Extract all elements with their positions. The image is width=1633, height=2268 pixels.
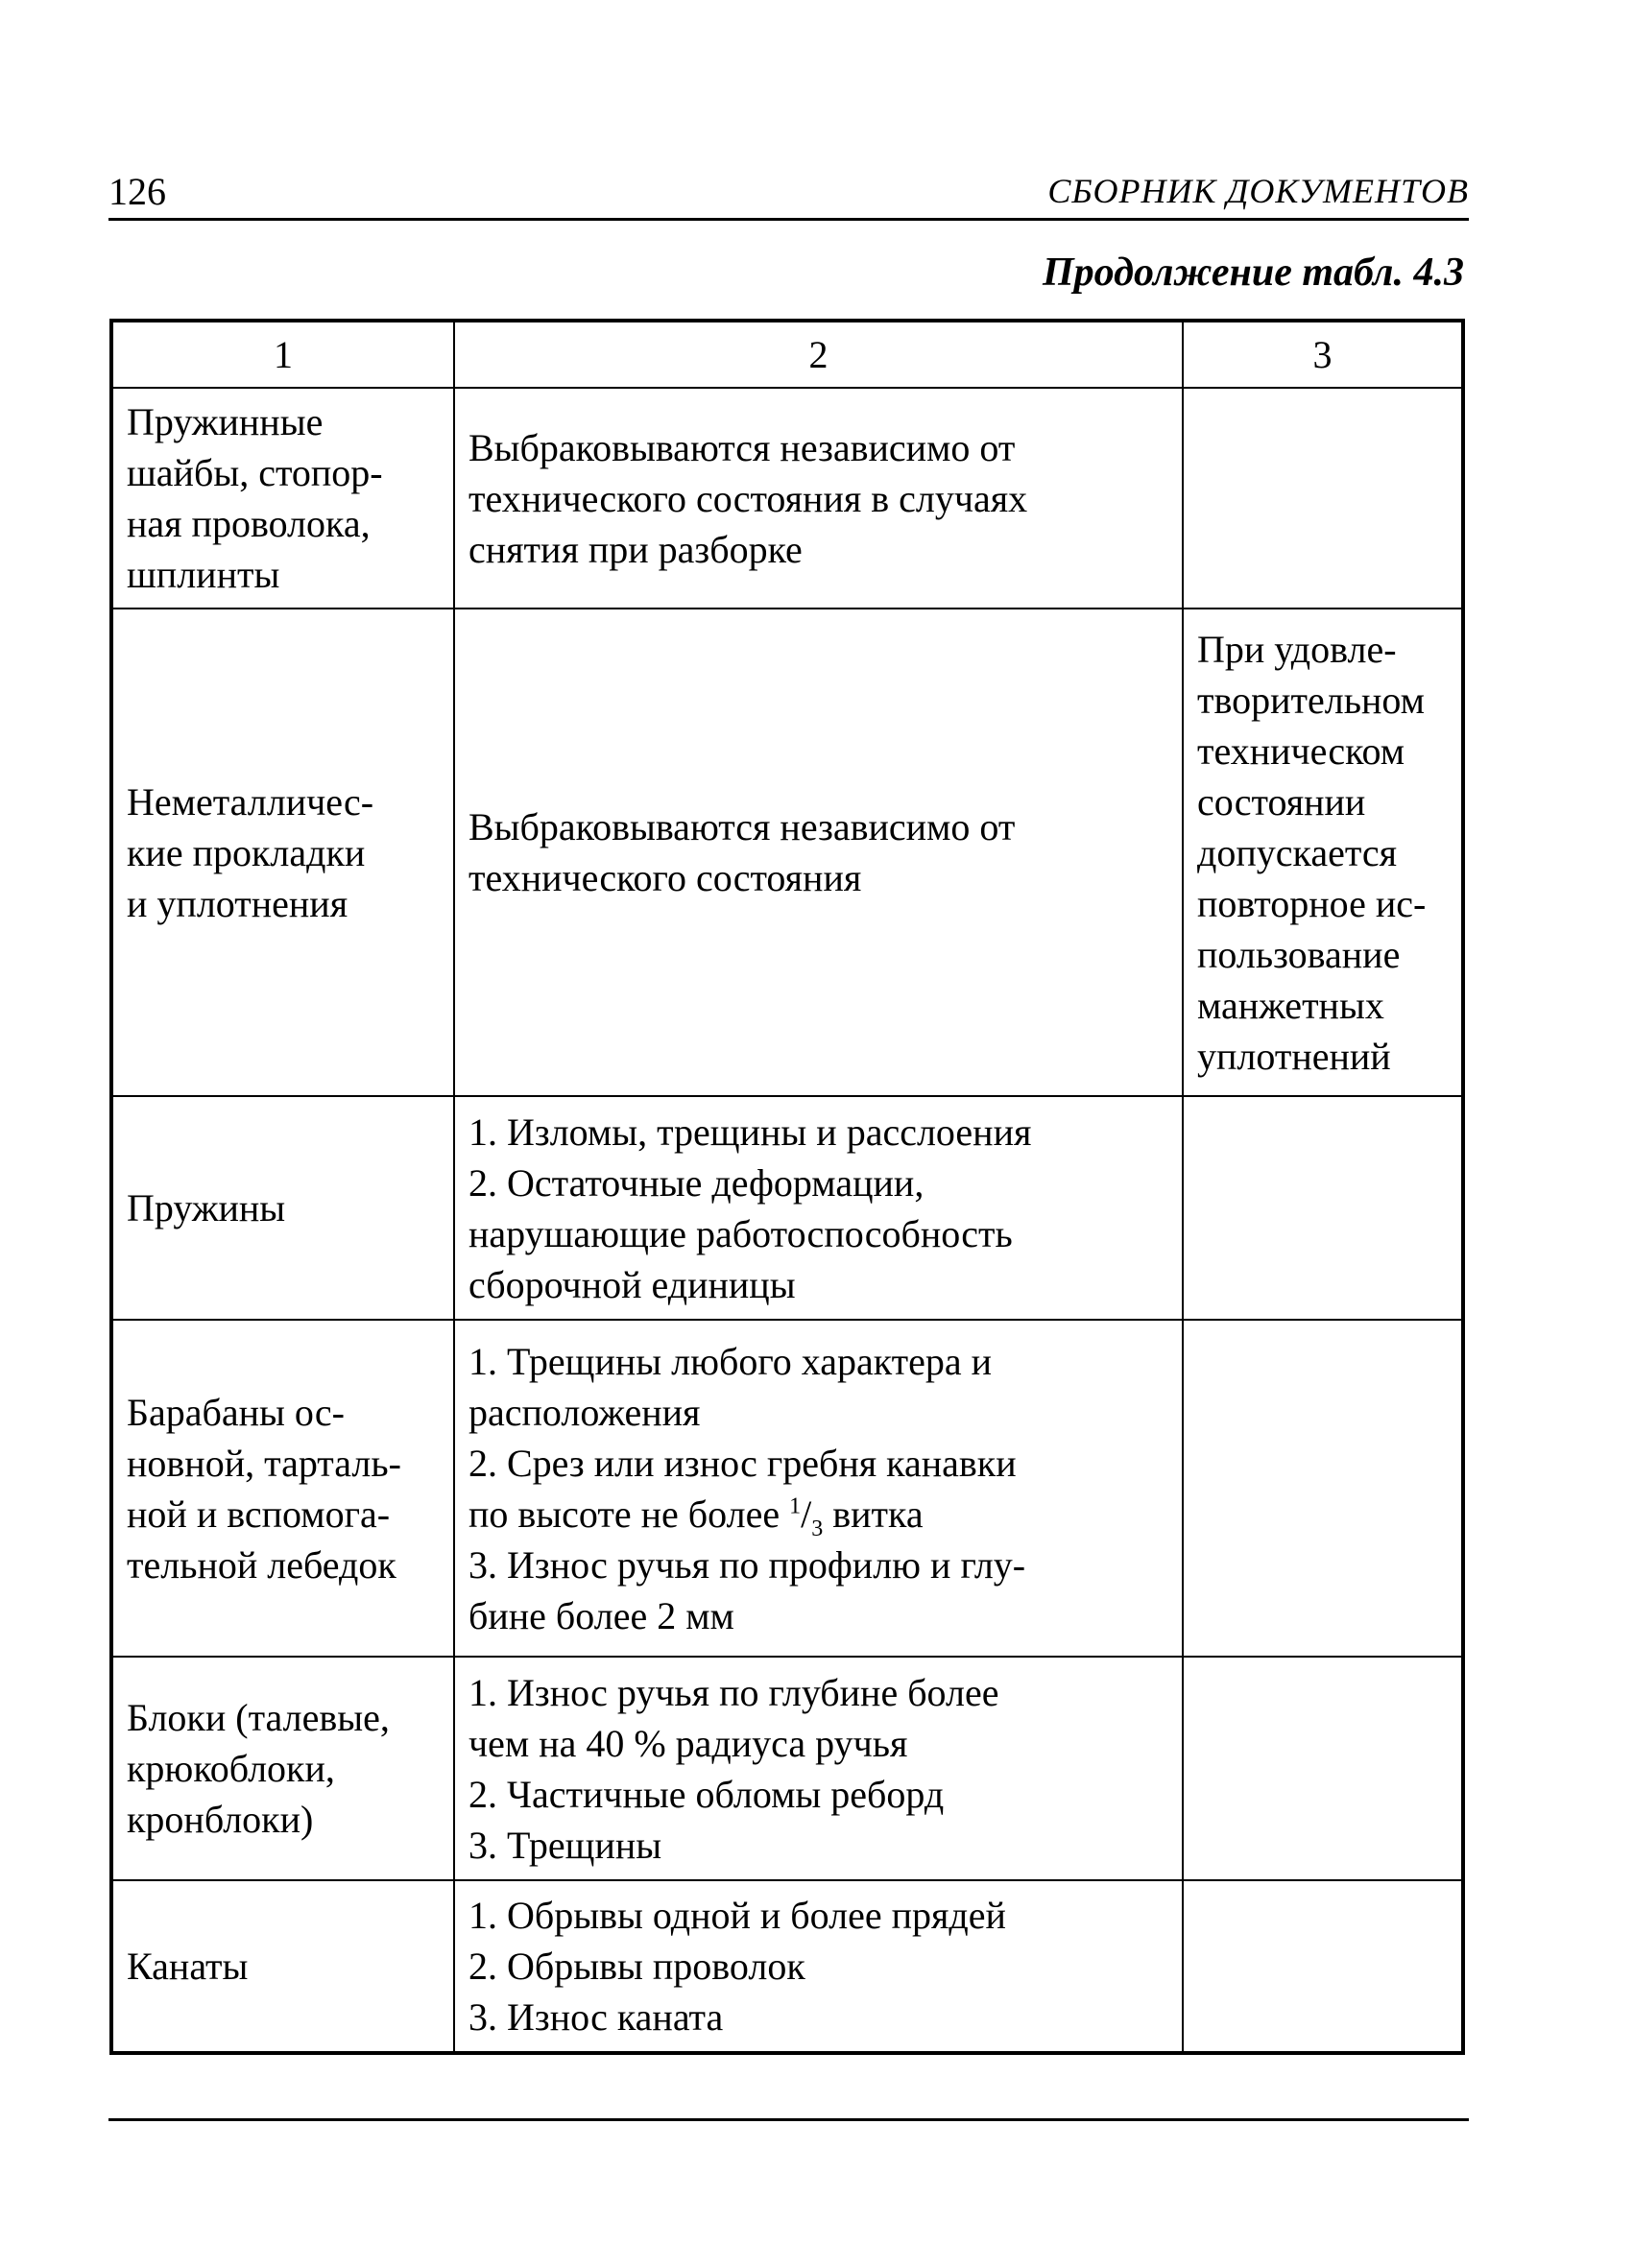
note-cell	[1182, 1319, 1464, 1658]
note-cell	[1182, 1656, 1464, 1881]
criteria-cell: 1. Износ ручья по глубине более чем на 4…	[453, 1656, 1184, 1881]
table-row: Пружины 1. Изломы, трещины и расслоения …	[110, 1095, 1464, 1321]
note-cell	[1182, 387, 1464, 609]
header-rule	[108, 218, 1469, 221]
item-cell: Блоки (талевые, крюкоблоки, кронблоки)	[110, 1656, 455, 1881]
criteria-text: 1. Трещины любого характера и расположен…	[468, 1339, 1017, 1536]
table-row: Неметалличес- кие прокладки и уплотнения…	[110, 608, 1464, 1097]
column-number: 3	[1182, 320, 1464, 389]
column-number: 2	[453, 320, 1184, 389]
note-cell	[1182, 1879, 1464, 2054]
item-cell: Барабаны ос- новной, тарталь- ной и вспо…	[110, 1319, 455, 1658]
criteria-cell: 1. Обрывы одной и более прядей 2. Обрывы…	[453, 1879, 1184, 2054]
item-cell: Канаты	[110, 1879, 455, 2054]
criteria-cell: 1. Трещины любого характера и расположен…	[453, 1319, 1184, 1658]
fraction-numerator: 1	[789, 1493, 802, 1519]
table-row: Барабаны ос- новной, тарталь- ной и вспо…	[110, 1319, 1464, 1658]
table-row: Пружинные шайбы, стопор- ная проволока, …	[110, 387, 1464, 609]
criteria-cell: Выбраковываются независимо от техническо…	[453, 387, 1184, 609]
table-row: Блоки (талевые, крюкоблоки, кронблоки) 1…	[110, 1656, 1464, 1881]
header-row: 1 2 3	[110, 320, 1464, 389]
note-cell	[1182, 1095, 1464, 1321]
item-cell: Пружины	[110, 1095, 455, 1321]
defect-table: 1 2 3 Пружинные шайбы, стопор- ная прово…	[109, 319, 1465, 2055]
item-cell: Пружинные шайбы, стопор- ная проволока, …	[110, 387, 455, 609]
running-title: СБОРНИК ДОКУМЕНТОВ	[1047, 172, 1469, 210]
column-number: 1	[110, 320, 455, 389]
page-number: 126	[108, 170, 166, 213]
criteria-cell: 1. Изломы, трещины и расслоения 2. Остат…	[453, 1095, 1184, 1321]
criteria-cell: Выбраковываются независимо от техническо…	[453, 608, 1184, 1097]
note-cell: При удовле- творительном техническом сос…	[1182, 608, 1464, 1097]
item-cell: Неметалличес- кие прокладки и уплотнения	[110, 608, 455, 1097]
footer-rule	[108, 2118, 1469, 2121]
fraction-denominator: 3	[811, 1516, 824, 1541]
criteria-text: витка 3. Износ ручья по профилю и глу- б…	[468, 1492, 1026, 1637]
table-caption: Продолжение табл. 4.3	[1043, 251, 1464, 295]
table-row: Канаты 1. Обрывы одной и более прядей 2.…	[110, 1879, 1464, 2054]
